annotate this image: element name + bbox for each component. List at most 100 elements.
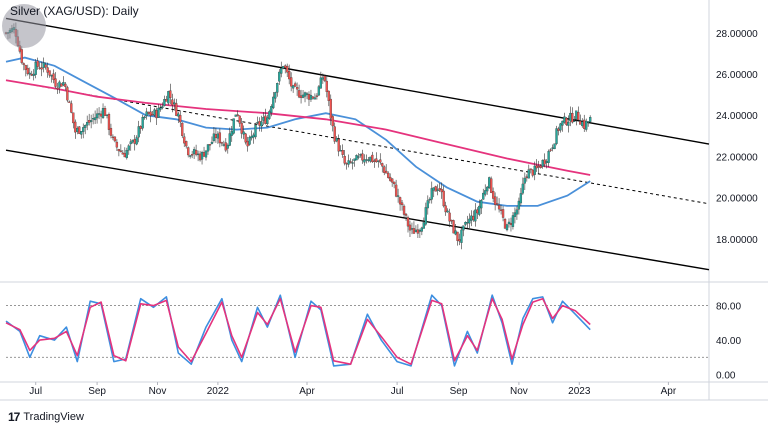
- candle-up: [80, 131, 83, 135]
- time-tick-label: Sep: [88, 386, 106, 397]
- candle-down: [442, 190, 445, 207]
- candle-down: [345, 162, 348, 165]
- candle-up: [145, 111, 148, 117]
- candle-down: [583, 119, 586, 129]
- candle-down: [402, 205, 406, 215]
- candle-up: [309, 95, 313, 100]
- candle-up: [446, 210, 449, 213]
- candle-up: [204, 150, 208, 158]
- candle-up: [254, 124, 257, 138]
- candle-down: [472, 216, 475, 221]
- candle-up: [517, 200, 521, 210]
- stoch-tick-label: 80.00: [716, 302, 741, 313]
- candle-down: [119, 150, 123, 152]
- candle-up: [353, 158, 356, 161]
- candle-up: [545, 161, 548, 163]
- stoch-d-line: [5, 297, 591, 365]
- candle-up: [242, 131, 245, 135]
- candle-up: [131, 139, 134, 143]
- time-tick-label: Sep: [450, 386, 468, 397]
- candle-down: [26, 67, 29, 74]
- candle-up: [141, 117, 144, 129]
- candle-down: [458, 239, 461, 242]
- candle-up: [369, 156, 372, 162]
- candle-up: [454, 230, 457, 235]
- candle-down: [444, 205, 447, 213]
- candle-up: [396, 195, 400, 197]
- candle-down: [149, 111, 152, 116]
- candle-down: [416, 229, 420, 234]
- candle-down: [220, 142, 224, 144]
- price-tick-label: 22.00000: [716, 152, 758, 163]
- candle-down: [490, 178, 493, 193]
- candle-down: [246, 140, 249, 147]
- candle-down: [327, 90, 330, 101]
- candle-up: [470, 215, 473, 221]
- candle-down: [70, 103, 73, 113]
- candle-down: [438, 188, 441, 191]
- candle-down: [371, 154, 374, 162]
- candle-up: [173, 102, 176, 105]
- candle-up: [587, 121, 590, 123]
- candle-up: [484, 190, 487, 195]
- candle-down: [495, 203, 499, 205]
- stoch-tick-label: 40.00: [716, 336, 741, 347]
- candle-up: [256, 121, 259, 124]
- candle-down: [448, 212, 451, 222]
- candle-down: [535, 165, 538, 169]
- candle-up: [553, 143, 556, 150]
- channel-midline: [5, 79, 710, 205]
- candle-up: [250, 135, 253, 139]
- candle-down: [434, 186, 437, 192]
- candle-down: [208, 144, 212, 146]
- branding[interactable]: 17 TradingView: [8, 410, 84, 424]
- candle-down: [349, 161, 352, 163]
- candle-down: [450, 219, 453, 222]
- candle-up: [262, 116, 265, 121]
- candle-down: [491, 191, 495, 199]
- candle-down: [107, 114, 111, 130]
- candle-up: [551, 147, 554, 149]
- candle-down: [408, 224, 412, 231]
- candle-up: [513, 212, 517, 217]
- candle-up: [291, 85, 295, 89]
- candle-down: [529, 168, 532, 170]
- candle-down: [381, 163, 384, 167]
- candle-down: [406, 217, 410, 227]
- candle-up: [377, 160, 380, 162]
- candle-down: [361, 153, 364, 161]
- candle-up: [34, 62, 37, 75]
- candle-down: [579, 120, 582, 125]
- candle-up: [228, 133, 231, 146]
- candle-up: [567, 121, 570, 126]
- candle-up: [573, 120, 576, 122]
- candle-up: [367, 159, 370, 161]
- candle-up: [105, 114, 109, 116]
- candle-up: [127, 145, 130, 151]
- candle-down: [183, 136, 186, 144]
- candle-up: [143, 116, 146, 119]
- candle-up: [575, 110, 578, 120]
- candle-up: [561, 120, 564, 126]
- candle-down: [391, 178, 394, 183]
- candle-up: [76, 128, 79, 132]
- candle-up: [97, 113, 101, 115]
- candle-up: [541, 159, 544, 167]
- candle-up: [436, 189, 439, 191]
- candle-up: [547, 151, 550, 163]
- candle-down: [325, 80, 328, 92]
- candle-down: [539, 165, 542, 169]
- candle-down: [24, 65, 27, 70]
- candle-down: [311, 96, 315, 99]
- candle-up: [486, 186, 489, 192]
- candle-up: [418, 230, 422, 232]
- candle-down: [297, 90, 301, 98]
- time-tick-label: Apr: [661, 386, 677, 397]
- candle-up: [230, 131, 233, 136]
- candle-down: [72, 112, 75, 124]
- branding-label: TradingView: [23, 411, 84, 423]
- candle-up: [192, 149, 196, 154]
- candle-up: [365, 159, 368, 161]
- candle-up: [28, 72, 31, 75]
